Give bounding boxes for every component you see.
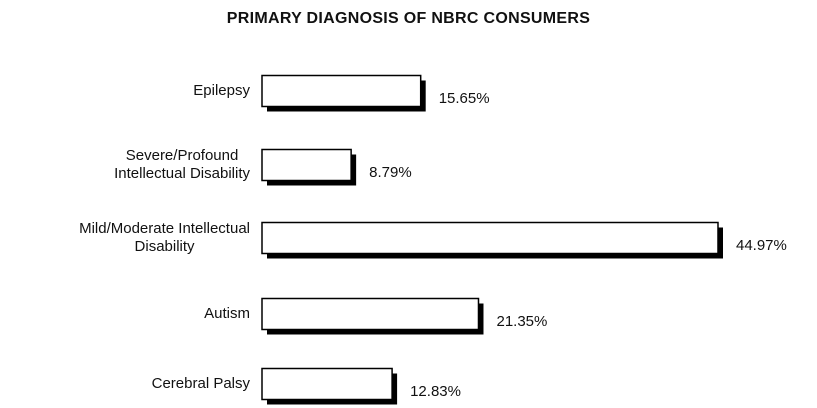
category-label: Cerebral Palsy <box>151 375 250 392</box>
bar <box>261 74 422 108</box>
chart-title: PRIMARY DIAGNOSIS OF NBRC CONSUMERS <box>226 10 591 27</box>
value-label: 21.35% <box>496 313 547 330</box>
value-label: 44.97% <box>736 237 787 254</box>
bar <box>261 367 393 401</box>
bar <box>261 148 352 182</box>
bar <box>261 297 480 331</box>
value-label: 12.83% <box>410 383 461 400</box>
category-label: Mild/Moderate Intellectual Disability <box>79 220 250 255</box>
category-label: Severe/Profound Intellectual Disability <box>114 147 250 182</box>
category-label: Epilepsy <box>193 82 250 99</box>
value-label: 15.65% <box>439 90 490 107</box>
bar <box>261 221 719 255</box>
category-label: Autism <box>204 305 250 322</box>
value-label: 8.79% <box>369 164 412 181</box>
